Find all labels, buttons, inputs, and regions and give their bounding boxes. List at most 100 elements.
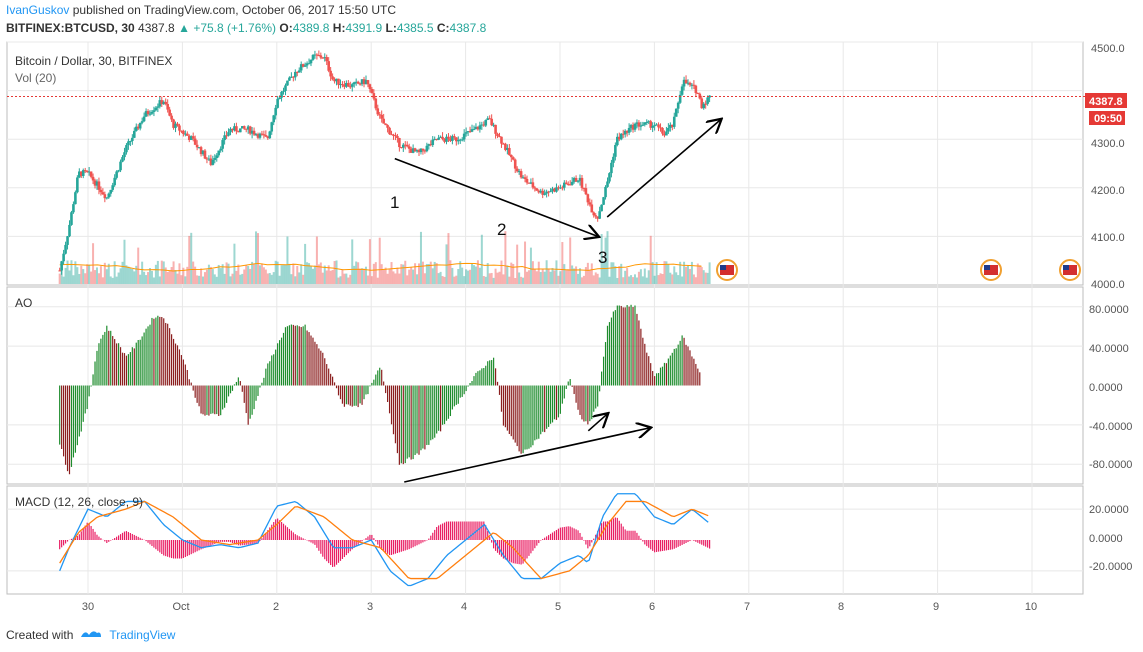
volume-bar bbox=[427, 264, 430, 284]
candle-body bbox=[400, 147, 403, 149]
x-tick: Oct bbox=[172, 601, 189, 613]
candle-body bbox=[274, 107, 277, 116]
candle-body bbox=[83, 170, 87, 172]
volume-bar bbox=[260, 263, 263, 284]
ao-tick: 80.0000 bbox=[1089, 304, 1129, 316]
candle-body bbox=[217, 150, 221, 156]
volume-bar bbox=[681, 276, 684, 284]
us-flag-icon[interactable] bbox=[716, 259, 738, 281]
candle-body bbox=[635, 122, 639, 124]
volume-bar bbox=[663, 261, 666, 284]
volume-bar bbox=[176, 273, 179, 284]
macd-tick: 0.0000 bbox=[1089, 533, 1123, 545]
candle-body bbox=[486, 118, 490, 120]
price-pane[interactable] bbox=[6, 41, 1084, 286]
volume-bar bbox=[251, 261, 254, 284]
candle-body bbox=[462, 133, 466, 140]
candle-body bbox=[140, 121, 144, 123]
candle-body bbox=[665, 131, 668, 136]
volume-bar bbox=[688, 268, 691, 284]
volume-bar bbox=[223, 273, 226, 284]
chart-canvas[interactable]: Bitcoin / Dollar, 30, BITFINEX Vol (20) … bbox=[0, 0, 1143, 620]
gridlines bbox=[7, 41, 1083, 594]
volume-bar bbox=[471, 263, 474, 284]
volume-bar bbox=[465, 269, 468, 284]
candle-body bbox=[625, 130, 629, 133]
candle-body bbox=[672, 116, 676, 127]
volume-bar bbox=[425, 264, 428, 284]
candle-body bbox=[553, 188, 556, 192]
candle-body bbox=[286, 80, 289, 86]
volume-bar bbox=[408, 269, 411, 284]
candle-body bbox=[166, 103, 169, 110]
tradingview-logo-icon[interactable] bbox=[79, 627, 103, 642]
volume-bar bbox=[145, 275, 148, 284]
author-link[interactable]: IvanGuskov bbox=[6, 3, 70, 17]
volume-bar bbox=[361, 268, 364, 284]
candle-body bbox=[425, 145, 429, 152]
volume-bar bbox=[706, 272, 709, 284]
volume-bar bbox=[203, 272, 206, 284]
volume-bar bbox=[363, 268, 366, 284]
candle-body bbox=[62, 253, 65, 262]
volume-bars bbox=[58, 231, 711, 284]
volume-bar bbox=[404, 260, 407, 284]
tradingview-link[interactable]: TradingView bbox=[109, 627, 176, 642]
volume-bar bbox=[506, 265, 509, 284]
volume-bar bbox=[137, 247, 140, 284]
volume-bar bbox=[577, 273, 580, 284]
volume-bar bbox=[149, 268, 152, 284]
volume-bar bbox=[553, 270, 556, 284]
ao-histogram bbox=[59, 304, 701, 475]
volume-bar bbox=[467, 270, 470, 284]
volume-bar bbox=[366, 275, 369, 284]
ao-title: AO bbox=[15, 296, 32, 310]
macd-lines bbox=[59, 493, 711, 587]
volume-bar bbox=[622, 277, 625, 284]
volume-bar bbox=[72, 275, 75, 284]
price-pane-title: Bitcoin / Dollar, 30, BITFINEX bbox=[15, 54, 172, 68]
volume-bar bbox=[154, 264, 157, 284]
symbol-line: BITFINEX:BTCUSD, 30 4387.8 ▲ +75.8 (+1.7… bbox=[6, 21, 486, 35]
volume-bar bbox=[512, 263, 515, 284]
candle-body bbox=[686, 82, 690, 84]
candle-body bbox=[437, 137, 440, 140]
volume-bar bbox=[653, 275, 656, 284]
volume-bar bbox=[382, 269, 385, 284]
price-tick: 4100.0 bbox=[1091, 232, 1125, 244]
candle-body bbox=[429, 144, 433, 146]
volume-bar bbox=[502, 274, 505, 284]
volume-bar bbox=[262, 267, 265, 284]
volume-bar bbox=[270, 274, 273, 284]
candle-body bbox=[329, 70, 332, 77]
us-flag-icon[interactable] bbox=[1059, 259, 1081, 281]
candle-body bbox=[66, 236, 69, 245]
volume-bar bbox=[237, 264, 240, 284]
candle-body bbox=[449, 138, 452, 141]
volume-bar bbox=[174, 270, 177, 284]
volume-bar bbox=[469, 269, 472, 284]
ao-tick: -80.0000 bbox=[1089, 459, 1132, 471]
candle-body bbox=[535, 188, 539, 191]
current-price-label: 4387.8 bbox=[1089, 96, 1123, 108]
candle-body bbox=[58, 270, 61, 272]
volume-bar bbox=[209, 266, 212, 284]
volume-bar bbox=[429, 261, 432, 284]
volume-bar bbox=[416, 274, 419, 284]
volume-bar bbox=[673, 266, 676, 284]
volume-bar bbox=[241, 273, 244, 284]
volume-bar bbox=[370, 276, 373, 284]
volume-bar bbox=[388, 268, 391, 284]
volume-bar bbox=[62, 276, 65, 284]
volume-bar bbox=[559, 271, 562, 284]
candle-body bbox=[101, 192, 105, 195]
us-flag-icon[interactable] bbox=[980, 259, 1002, 281]
candle-body bbox=[97, 181, 101, 190]
volume-bar bbox=[520, 276, 523, 284]
candle-body bbox=[551, 188, 554, 192]
volume-bar bbox=[588, 269, 591, 284]
candle-body bbox=[258, 133, 262, 138]
volume-bar bbox=[178, 263, 181, 284]
volume-bar bbox=[357, 262, 360, 284]
volume-bar bbox=[667, 263, 670, 284]
